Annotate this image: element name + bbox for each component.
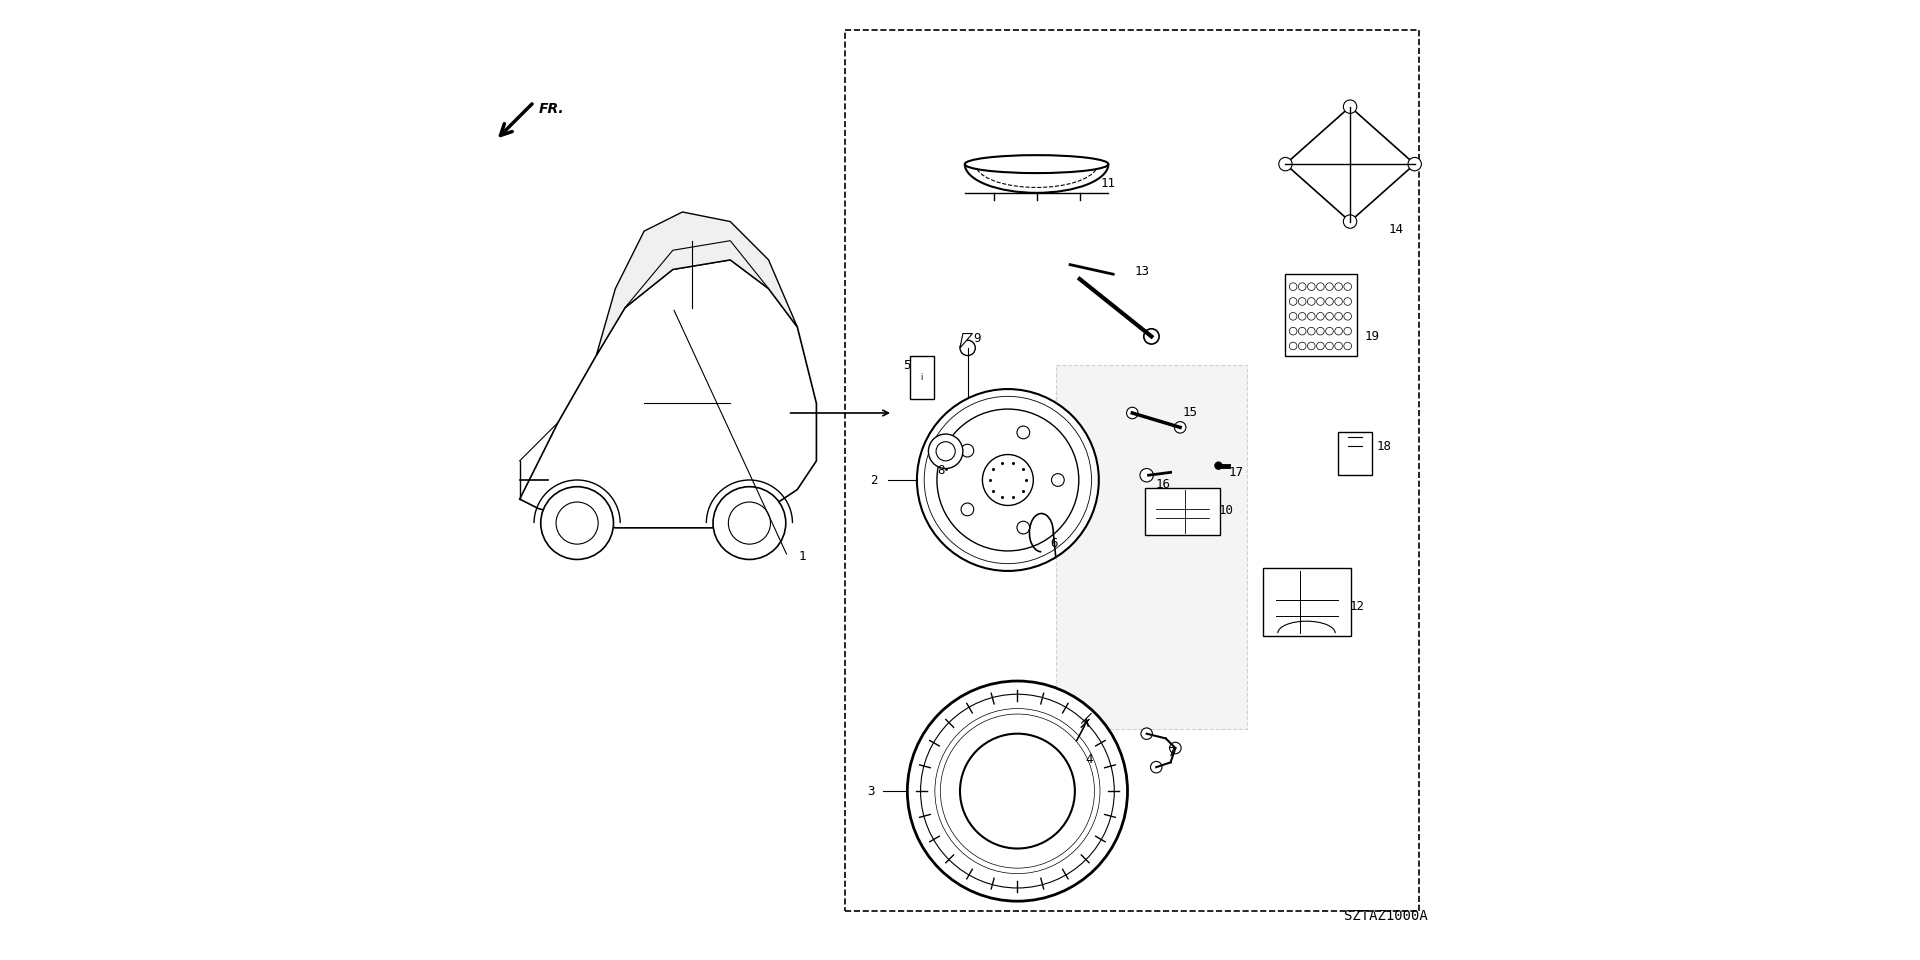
- Text: FR.: FR.: [540, 102, 564, 115]
- Text: 2: 2: [870, 473, 877, 487]
- Circle shape: [1325, 327, 1332, 335]
- Circle shape: [1344, 327, 1352, 335]
- Text: 19: 19: [1363, 330, 1379, 343]
- PathPatch shape: [960, 333, 972, 348]
- Circle shape: [1308, 342, 1315, 349]
- Circle shape: [1290, 313, 1296, 320]
- Circle shape: [1325, 298, 1332, 305]
- Bar: [910, 355, 935, 398]
- Circle shape: [1169, 742, 1181, 754]
- Circle shape: [712, 487, 785, 560]
- Circle shape: [962, 503, 973, 516]
- Text: 9: 9: [973, 332, 981, 345]
- Circle shape: [1325, 283, 1332, 291]
- Circle shape: [1279, 157, 1292, 171]
- Text: 1: 1: [799, 550, 806, 564]
- PathPatch shape: [597, 212, 797, 355]
- Circle shape: [1334, 283, 1342, 291]
- Text: 8: 8: [937, 464, 945, 477]
- Text: 18: 18: [1377, 440, 1392, 453]
- Circle shape: [1344, 342, 1352, 349]
- Circle shape: [929, 434, 962, 468]
- Circle shape: [1344, 215, 1357, 228]
- Circle shape: [1140, 728, 1152, 739]
- Circle shape: [1175, 421, 1187, 433]
- Circle shape: [1290, 327, 1296, 335]
- Text: 13: 13: [1135, 265, 1150, 277]
- Circle shape: [920, 694, 1114, 888]
- Circle shape: [1334, 327, 1342, 335]
- Circle shape: [908, 681, 1127, 901]
- Circle shape: [937, 409, 1079, 551]
- Circle shape: [1298, 298, 1306, 305]
- Circle shape: [1317, 298, 1325, 305]
- Circle shape: [1298, 342, 1306, 349]
- Circle shape: [1317, 313, 1325, 320]
- Circle shape: [1127, 407, 1139, 419]
- Circle shape: [1290, 283, 1296, 291]
- Circle shape: [1317, 283, 1325, 291]
- Circle shape: [1317, 342, 1325, 349]
- Text: 6: 6: [1050, 537, 1058, 550]
- PathPatch shape: [1286, 107, 1415, 222]
- Circle shape: [1308, 327, 1315, 335]
- Circle shape: [541, 487, 614, 560]
- FancyBboxPatch shape: [1144, 488, 1221, 535]
- Circle shape: [1308, 313, 1315, 320]
- Circle shape: [1407, 157, 1421, 171]
- Circle shape: [1308, 283, 1315, 291]
- Circle shape: [1344, 100, 1357, 113]
- Circle shape: [1344, 283, 1352, 291]
- Text: 12: 12: [1350, 600, 1365, 612]
- Bar: [1338, 432, 1371, 475]
- Circle shape: [1290, 298, 1296, 305]
- Circle shape: [1018, 426, 1029, 439]
- Circle shape: [1052, 473, 1064, 487]
- FancyBboxPatch shape: [1263, 568, 1350, 636]
- Circle shape: [1298, 283, 1306, 291]
- Bar: [1286, 275, 1357, 355]
- Text: 5: 5: [904, 359, 912, 372]
- Circle shape: [960, 340, 975, 355]
- PathPatch shape: [520, 260, 816, 528]
- Circle shape: [557, 502, 599, 544]
- Circle shape: [1325, 342, 1332, 349]
- Text: 11: 11: [1100, 177, 1116, 190]
- Circle shape: [1308, 298, 1315, 305]
- Circle shape: [1334, 342, 1342, 349]
- Text: 7: 7: [1167, 746, 1175, 759]
- Circle shape: [1150, 761, 1162, 773]
- Circle shape: [1344, 298, 1352, 305]
- Bar: [1056, 365, 1248, 729]
- Circle shape: [937, 442, 956, 461]
- Circle shape: [962, 444, 973, 457]
- Circle shape: [1317, 327, 1325, 335]
- Circle shape: [1215, 462, 1223, 469]
- Circle shape: [960, 733, 1075, 849]
- Circle shape: [1290, 342, 1296, 349]
- Circle shape: [1344, 313, 1352, 320]
- Text: 16: 16: [1156, 478, 1171, 492]
- Text: 17: 17: [1229, 466, 1242, 479]
- Text: SZTAZ1000A: SZTAZ1000A: [1344, 908, 1428, 923]
- Circle shape: [1144, 328, 1160, 344]
- Circle shape: [1334, 313, 1342, 320]
- Text: i: i: [920, 373, 924, 382]
- Text: 4: 4: [1085, 753, 1092, 766]
- Circle shape: [1018, 521, 1029, 534]
- Circle shape: [918, 389, 1098, 571]
- Text: 14: 14: [1388, 223, 1404, 236]
- Circle shape: [1298, 327, 1306, 335]
- Circle shape: [1298, 313, 1306, 320]
- Circle shape: [1334, 298, 1342, 305]
- Bar: [845, 30, 1419, 911]
- Text: 3: 3: [868, 784, 876, 798]
- Circle shape: [1140, 468, 1154, 482]
- Ellipse shape: [964, 156, 1108, 173]
- Circle shape: [983, 454, 1033, 506]
- Circle shape: [1325, 313, 1332, 320]
- Circle shape: [728, 502, 770, 544]
- Text: 15: 15: [1183, 406, 1198, 420]
- Text: 10: 10: [1219, 504, 1235, 517]
